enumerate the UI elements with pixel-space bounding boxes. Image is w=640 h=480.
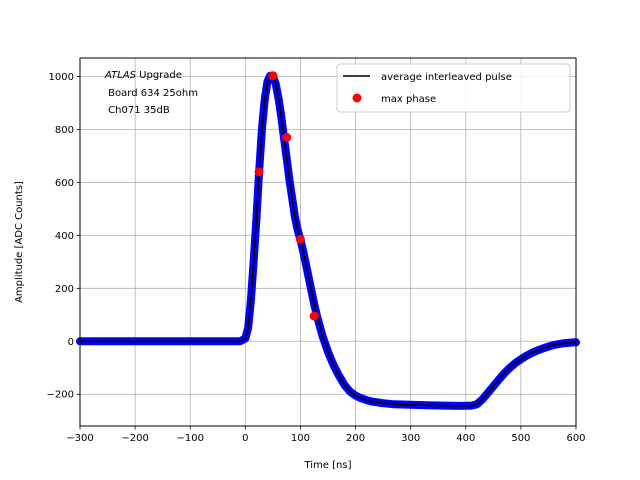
x-tick-label: −300	[66, 433, 93, 444]
max-phase-point	[268, 71, 278, 81]
x-tick-label: 0	[242, 433, 248, 444]
annotation-atlas: ATLAS	[104, 70, 137, 81]
y-tick-label: 1000	[49, 72, 74, 83]
annotation-upgrade: Upgrade	[136, 70, 182, 81]
y-tick-label: 400	[55, 231, 74, 242]
y-tick-label: 800	[55, 125, 74, 136]
y-axis-label: Amplitude [ADC Counts]	[14, 181, 25, 303]
x-tick-label: 100	[291, 433, 310, 444]
x-tick-label: −200	[121, 433, 148, 444]
annotation-line-3: Ch071 35dB	[105, 105, 170, 116]
max-phase-point	[282, 132, 292, 142]
plot-data	[76, 71, 580, 410]
annotation-line-2: Board 634 25ohm	[105, 88, 198, 99]
axis-ticks: −300 −200 −100 0 100 200 300 400 500 600 −200 0 200 4…	[47, 72, 586, 444]
legend-box	[336, 63, 571, 113]
x-tick-label: 400	[456, 433, 475, 444]
x-tick-label: 500	[511, 433, 530, 444]
legend-label-max-phase: max phase	[381, 94, 436, 105]
x-axis-label: Time [ns]	[303, 460, 351, 471]
x-tick-label: 600	[566, 433, 585, 444]
annotation-line-1: ATLAS Upgrade	[104, 70, 182, 81]
plot-frame	[79, 57, 577, 427]
y-tick-label: 200	[55, 284, 74, 295]
x-tick-label: −100	[176, 433, 203, 444]
y-tick-label: −200	[47, 390, 74, 401]
legend-label-average: average interleaved pulse	[381, 72, 512, 83]
average-pulse-line	[80, 74, 577, 407]
y-tick-label: 600	[55, 178, 74, 189]
legend-marker-swatch	[352, 93, 362, 103]
x-tick-label: 200	[346, 433, 365, 444]
y-tick-label: 0	[68, 337, 74, 348]
max-phase-point	[309, 311, 319, 321]
max-phase-point	[254, 167, 264, 177]
legend: average interleaved pulse max phase	[336, 63, 571, 113]
x-tick-label: 300	[401, 433, 420, 444]
max-phase-point	[295, 234, 305, 244]
